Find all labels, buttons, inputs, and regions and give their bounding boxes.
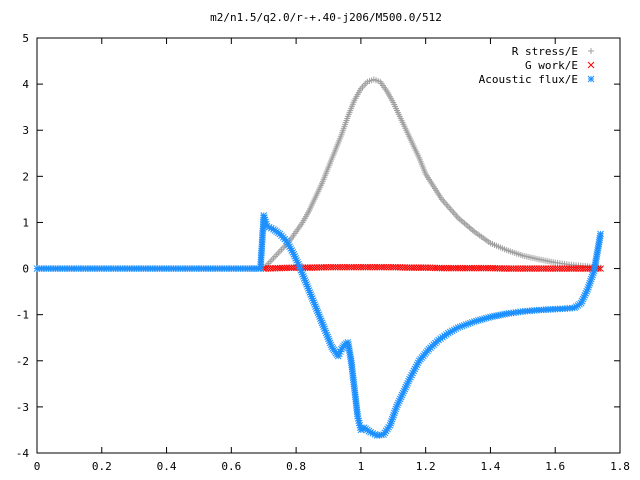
y-tick-label: -2 bbox=[16, 355, 29, 368]
x-tick-label: 0.6 bbox=[221, 460, 241, 473]
y-tick-label: 5 bbox=[22, 32, 29, 45]
series-g-work bbox=[260, 263, 604, 272]
y-tick-label: -3 bbox=[16, 401, 29, 414]
x-tick-label: 1.2 bbox=[416, 460, 436, 473]
legend-marker-acoustic-flux bbox=[587, 75, 595, 83]
legend-label-r-stress: R stress/E bbox=[512, 45, 578, 58]
y-tick-label: 4 bbox=[22, 78, 29, 91]
y-tick-label: -4 bbox=[16, 447, 30, 460]
plot-frame bbox=[36, 37, 621, 454]
point-g-work bbox=[597, 265, 604, 272]
axes: 0 0.2 0.4 0.6 0.8 1 1.2 1.4 1.6 1.8 -4 -3 -2 -1 0 1 2 3 4 5 bbox=[16, 32, 630, 473]
legend-marker-r-stress bbox=[588, 48, 594, 54]
x-tick-label: 1 bbox=[358, 460, 365, 473]
legend-marker-g-work bbox=[587, 61, 595, 69]
x-tick-label: 1.6 bbox=[545, 460, 565, 473]
y-tick-label: 3 bbox=[22, 124, 29, 137]
y-tick-label: 1 bbox=[22, 216, 29, 229]
y-tick-label: -1 bbox=[16, 309, 29, 322]
x-tick-label: 0.8 bbox=[286, 460, 306, 473]
x-tick-label: 0.4 bbox=[157, 460, 177, 473]
legend-label-g-work: G work/E bbox=[525, 59, 578, 72]
series-r-stress bbox=[260, 76, 604, 272]
data-marks bbox=[33, 76, 604, 439]
y-tick-label: 2 bbox=[22, 170, 29, 183]
x-tick-label: 1.8 bbox=[610, 460, 630, 473]
point-r-stress bbox=[597, 264, 604, 271]
x-tick-label: 1.4 bbox=[481, 460, 501, 473]
x-tick-label: 0.2 bbox=[92, 460, 112, 473]
x-tick-label: 0 bbox=[34, 460, 41, 473]
chart-title: m2/n1.5/q2.0/r-+.40-j206/M500.0/512 bbox=[210, 11, 442, 24]
legend-label-acoustic-flux: Acoustic flux/E bbox=[479, 73, 578, 86]
point-acoustic-flux bbox=[597, 230, 604, 238]
series-acoustic-flux bbox=[33, 212, 604, 439]
y-tick-label: 0 bbox=[22, 263, 29, 276]
